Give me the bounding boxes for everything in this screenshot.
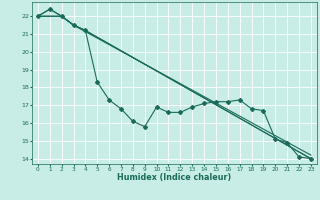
X-axis label: Humidex (Indice chaleur): Humidex (Indice chaleur) (117, 173, 232, 182)
